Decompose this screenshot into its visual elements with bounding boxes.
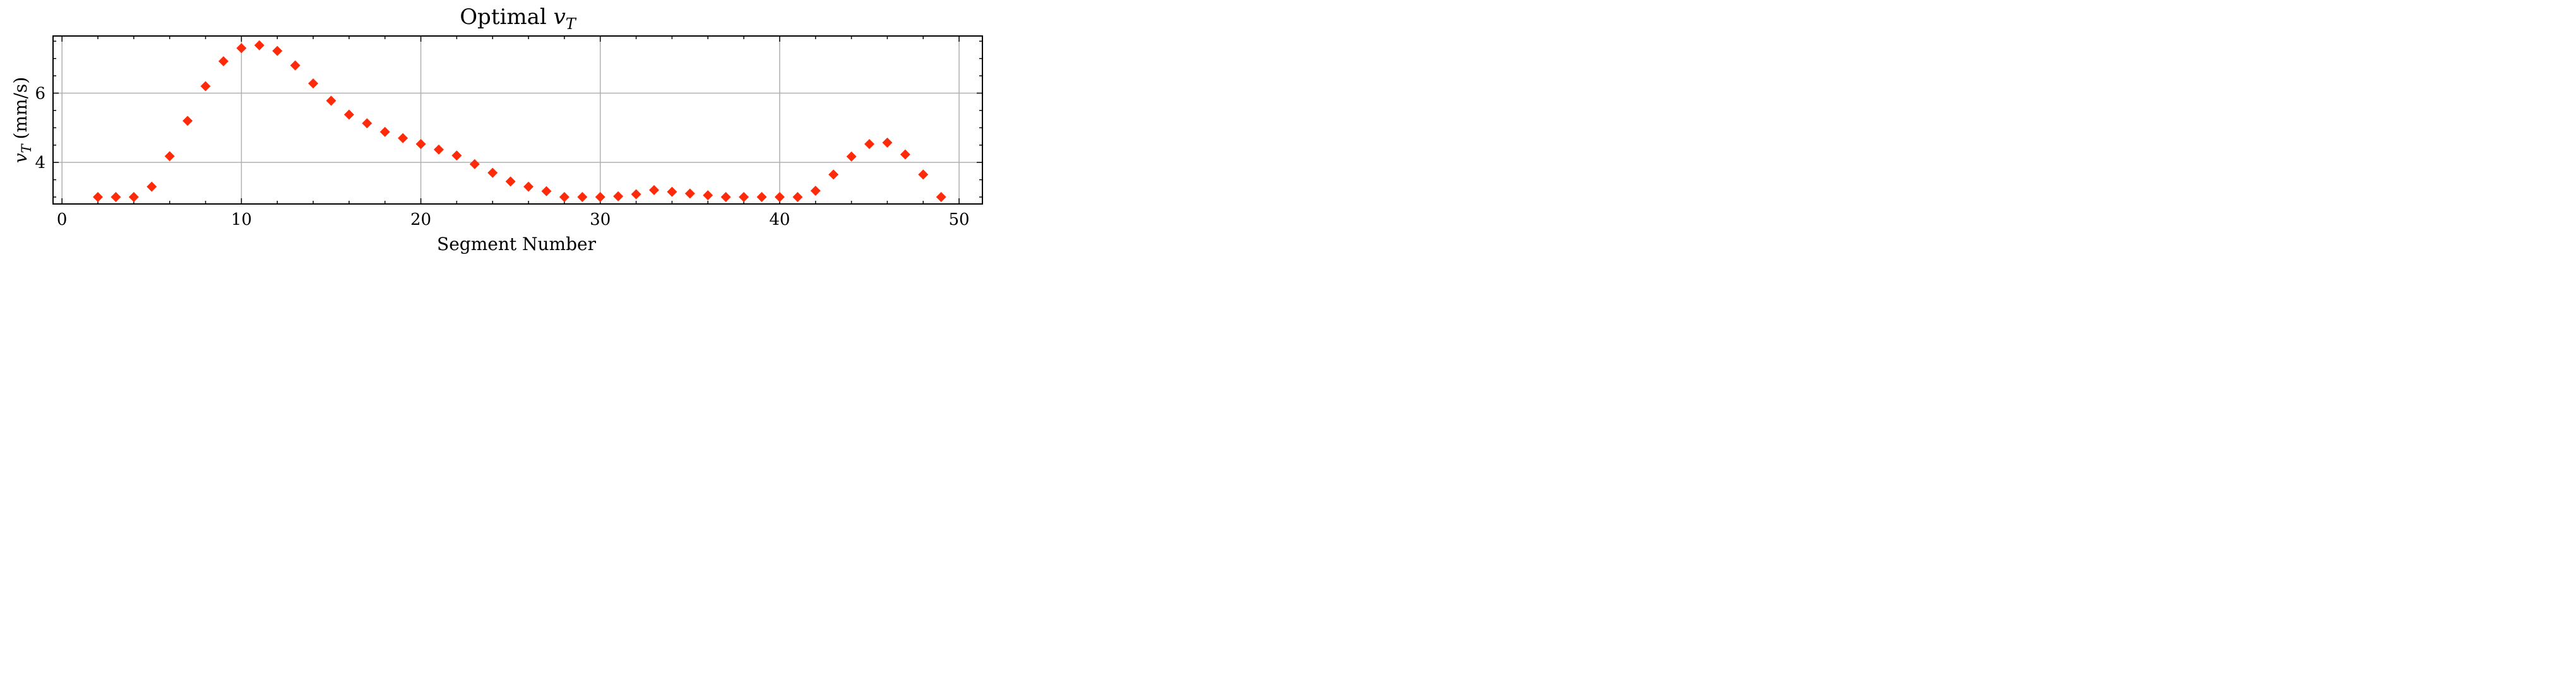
tick-labels: 0 10 20 30 40 50 4 6 — [35, 84, 969, 229]
y-tick-label: 6 — [35, 84, 45, 103]
axis-ticks — [53, 36, 982, 204]
data-point — [559, 192, 569, 203]
data-point — [415, 139, 426, 150]
x-tick-label: 0 — [57, 210, 68, 229]
data-point — [505, 176, 516, 187]
data-point — [739, 192, 749, 203]
gridlines — [53, 36, 982, 204]
data-point — [290, 60, 301, 71]
y-axis-label: vT(mm/s) — [10, 77, 34, 164]
data-point — [164, 151, 175, 162]
data-point — [146, 181, 157, 192]
data-point — [631, 189, 641, 200]
data-point — [810, 186, 821, 196]
data-point — [200, 81, 211, 92]
data-point — [684, 188, 695, 199]
data-point — [703, 190, 713, 201]
x-tick-label: 50 — [949, 210, 970, 229]
x-tick-label: 20 — [410, 210, 431, 229]
data-point — [398, 133, 408, 143]
data-point — [613, 191, 624, 201]
chart-container: Optimal vT 0 10 20 30 40 50 4 6 Segment Number … — [0, 0, 987, 261]
data-point — [379, 126, 390, 137]
data-point — [236, 43, 247, 54]
data-point — [110, 192, 121, 203]
data-point — [523, 181, 534, 192]
data-point — [577, 192, 588, 203]
data-point — [272, 45, 283, 56]
data-point — [667, 186, 677, 197]
data-points — [93, 40, 946, 203]
data-point — [774, 192, 785, 203]
data-point — [451, 150, 462, 161]
data-point — [182, 116, 193, 126]
x-tick-label: 10 — [231, 210, 252, 229]
data-point — [93, 192, 104, 203]
x-axis-label: Segment Number — [437, 234, 597, 254]
y-tick-label: 4 — [35, 153, 45, 172]
plot-frame — [52, 35, 983, 205]
data-point — [595, 192, 605, 203]
chart-title: Optimal vT — [460, 4, 577, 33]
data-point — [433, 144, 444, 155]
data-point — [469, 159, 480, 169]
data-point — [756, 192, 767, 203]
data-point — [882, 137, 893, 148]
data-point — [900, 149, 910, 160]
data-point — [720, 192, 731, 203]
data-point — [864, 139, 874, 150]
data-point — [343, 109, 354, 120]
data-point — [128, 192, 139, 203]
data-point — [828, 169, 839, 180]
data-point — [218, 56, 229, 67]
data-point — [648, 185, 659, 196]
data-point — [254, 40, 265, 51]
data-point — [326, 95, 337, 106]
data-point — [487, 167, 498, 178]
x-tick-label: 30 — [590, 210, 611, 229]
data-point — [541, 186, 552, 196]
data-point — [918, 169, 929, 180]
data-point — [792, 192, 803, 203]
x-tick-label: 40 — [769, 210, 790, 229]
data-point — [846, 151, 857, 162]
data-point — [362, 118, 373, 129]
data-point — [936, 192, 946, 203]
data-point — [308, 78, 319, 89]
